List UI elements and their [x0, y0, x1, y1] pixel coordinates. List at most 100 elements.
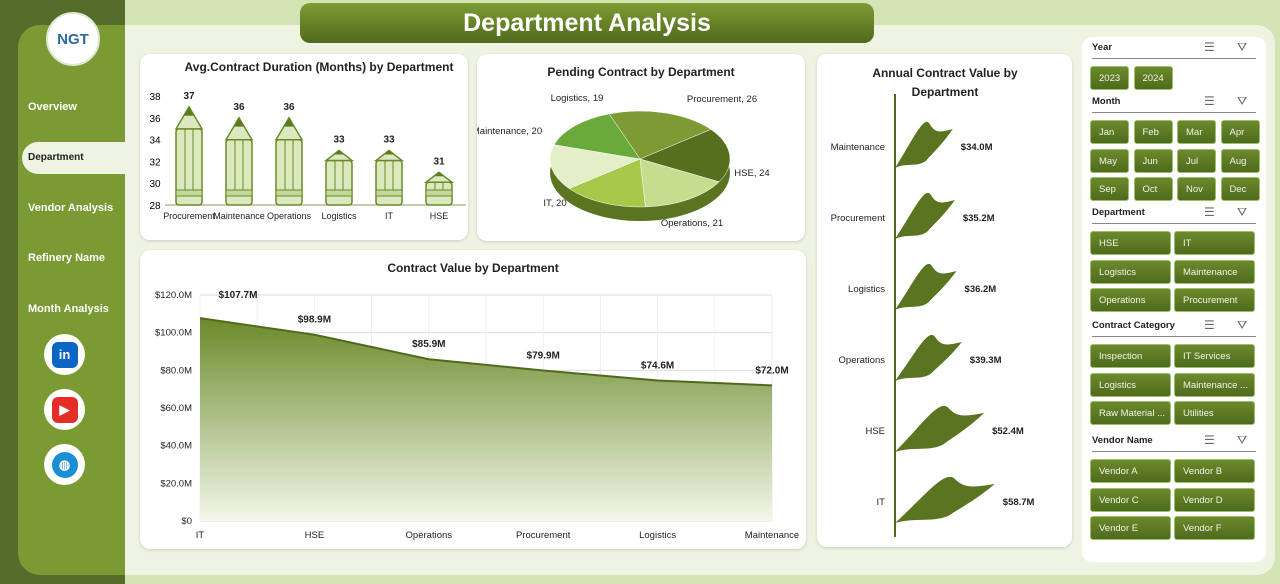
linkedin-button[interactable]: in	[44, 334, 85, 375]
data-label: 37	[183, 91, 195, 102]
filter-button[interactable]: Dec	[1220, 177, 1260, 201]
clear-filter-icon[interactable]: ⛛	[1237, 40, 1248, 54]
filter-button[interactable]: Utilities	[1174, 401, 1255, 425]
filter-button[interactable]: Nov	[1177, 177, 1216, 201]
slice-label: HSE, 24	[734, 168, 769, 179]
nav-month-analysis[interactable]: Month Analysis	[28, 303, 109, 315]
filter-button[interactable]: Vendor B	[1174, 459, 1255, 483]
flag-bar	[895, 405, 985, 452]
filter-button[interactable]: Vendor E	[1090, 516, 1171, 540]
flag-bar	[895, 334, 962, 381]
filter-button[interactable]: 2023	[1090, 66, 1129, 90]
y-tick-label: Operations	[839, 355, 886, 366]
slice-label: Logistics, 19	[551, 93, 604, 104]
y-tick-label: 36	[149, 114, 161, 125]
filter-button[interactable]: Vendor C	[1090, 487, 1171, 512]
multi-select-icon[interactable]: ☰	[1204, 40, 1215, 54]
logo: NGT	[46, 12, 100, 66]
bar-band	[275, 189, 303, 197]
filter-button[interactable]: May	[1090, 148, 1129, 173]
pie-slice	[639, 158, 720, 208]
filter-header: Year ☰ ⛛	[1092, 40, 1256, 59]
y-tick-label: IT	[877, 497, 886, 508]
data-label: $74.6M	[641, 361, 674, 372]
y-tick-label: $80.0M	[160, 365, 192, 376]
y-tick-label: $100.0M	[155, 328, 192, 339]
clear-filter-icon[interactable]: ⛛	[1237, 433, 1248, 447]
page-title: Department Analysis	[300, 3, 874, 43]
filter-button[interactable]: 2024	[1133, 66, 1173, 90]
nav-overview[interactable]: Overview	[28, 101, 77, 113]
youtube-button[interactable]: ▶	[44, 389, 85, 430]
bar-tip	[323, 149, 355, 162]
x-tick-label: Operations	[267, 211, 312, 221]
bar-tip	[274, 116, 304, 141]
filter-button[interactable]: Feb	[1133, 120, 1173, 144]
y-tick-label: $40.0M	[160, 441, 192, 452]
bar-tip	[174, 105, 204, 130]
pie-slice	[568, 158, 646, 208]
filter-button[interactable]: Operations	[1090, 288, 1171, 312]
bar-body	[375, 159, 403, 206]
filter-button[interactable]: Jun	[1133, 148, 1173, 173]
y-tick-label: $120.0M	[155, 290, 192, 301]
pie-slice	[639, 129, 731, 183]
y-tick-label: HSE	[865, 426, 885, 437]
data-label: $85.9M	[412, 339, 445, 350]
filter-button[interactable]: Oct	[1133, 177, 1173, 201]
filter-button[interactable]: Raw Material ...	[1090, 401, 1171, 425]
data-label: 33	[333, 135, 345, 146]
filter-button[interactable]: IT Services	[1174, 344, 1255, 368]
filter-button[interactable]: Aug	[1220, 148, 1260, 173]
multi-select-icon[interactable]: ☰	[1204, 318, 1215, 332]
filter-button[interactable]: Maintenance ...	[1174, 372, 1255, 397]
nav-department[interactable]: Department	[28, 152, 84, 163]
pie-slice	[549, 144, 641, 189]
filter-button[interactable]: Vendor D	[1174, 487, 1255, 512]
bar-lead	[184, 106, 194, 116]
data-label: $79.9M	[527, 351, 560, 362]
pie-slice	[553, 113, 641, 160]
filter-header: Month ☰ ⛛	[1092, 94, 1256, 113]
filter-button[interactable]: Apr	[1220, 120, 1260, 144]
bar-lead	[434, 172, 444, 177]
nav-vendor-analysis[interactable]: Vendor Analysis	[28, 202, 114, 214]
filter-button[interactable]: Procurement	[1174, 288, 1255, 312]
filter-button[interactable]: Vendor A	[1090, 459, 1171, 483]
clear-filter-icon[interactable]: ⛛	[1237, 318, 1248, 332]
website-button[interactable]: ◍	[44, 444, 85, 485]
x-tick-label: Maintenance	[745, 530, 799, 541]
x-tick-label: IT	[196, 530, 205, 541]
x-tick-label: Operations	[406, 530, 453, 541]
filter-button[interactable]: Mar	[1177, 120, 1216, 144]
filter-button[interactable]: HSE	[1090, 231, 1171, 255]
filter-title: Department	[1092, 207, 1145, 218]
filter-button[interactable]: Jul	[1177, 148, 1216, 173]
bar-band	[325, 189, 353, 197]
filter-button[interactable]: Vendor F	[1174, 516, 1255, 540]
multi-select-icon[interactable]: ☰	[1204, 94, 1215, 108]
filter-header: Contract Category ☰ ⛛	[1092, 318, 1256, 337]
filter-button[interactable]: Sep	[1090, 177, 1129, 201]
filter-button[interactable]: Maintenance	[1174, 259, 1255, 284]
clear-filter-icon[interactable]: ⛛	[1237, 205, 1248, 219]
bar-lead	[384, 150, 394, 155]
filter-button[interactable]: IT	[1174, 231, 1255, 255]
chart-title: Annual Contract Value by Department	[872, 66, 1018, 99]
multi-select-icon[interactable]: ☰	[1204, 205, 1215, 219]
filter-button[interactable]: Inspection	[1090, 344, 1171, 368]
x-tick-label: Logistics	[639, 530, 676, 541]
filter-button[interactable]: Logistics	[1090, 372, 1171, 397]
nav-refinery-name[interactable]: Refinery Name	[28, 252, 106, 264]
filter-title: Vendor Name	[1092, 435, 1153, 446]
data-label: $34.0M	[961, 142, 993, 153]
multi-select-icon[interactable]: ☰	[1204, 433, 1215, 447]
x-tick-label: Maintenance	[213, 211, 265, 221]
pencil-bar	[274, 116, 304, 206]
y-tick-label: 32	[149, 157, 161, 168]
y-tick-label: Maintenance	[831, 142, 885, 153]
filter-button[interactable]: Jan	[1090, 120, 1129, 144]
x-tick-label: Procurement	[516, 530, 571, 541]
filter-button[interactable]: Logistics	[1090, 259, 1171, 284]
clear-filter-icon[interactable]: ⛛	[1237, 94, 1248, 108]
